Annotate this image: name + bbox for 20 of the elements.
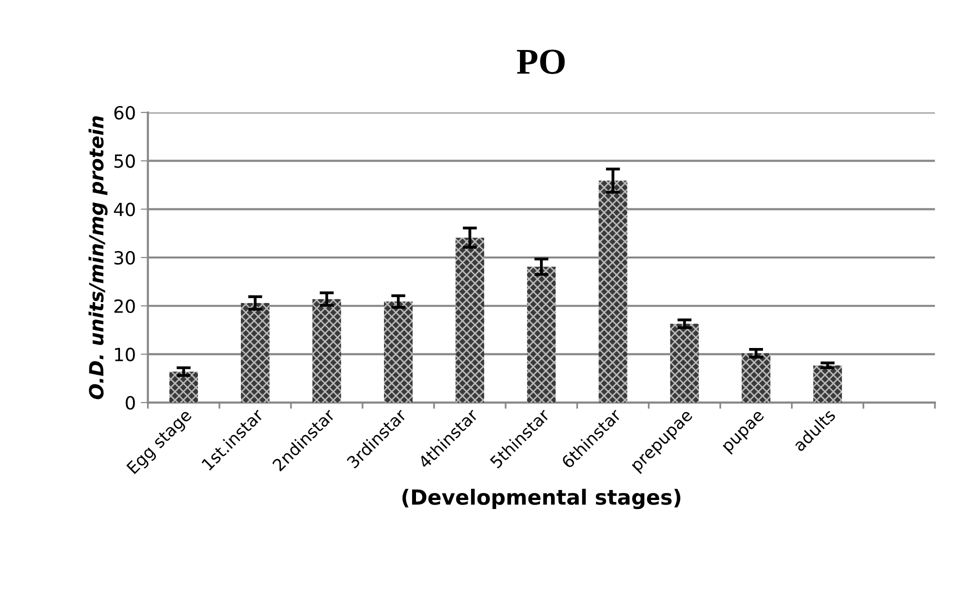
bar [813,365,842,403]
chart-title: PO [516,50,565,74]
y-tick-label: 30 [114,250,135,265]
bar [169,372,198,403]
bar [670,324,699,403]
bar [240,302,270,403]
bar [384,302,413,403]
y-tick-label: 10 [115,348,135,362]
bar [742,353,770,403]
y-tick-label: 40 [114,202,135,216]
y-tick-label: 60 [114,106,135,120]
x-axis-title: (Developmental stages) [402,488,680,510]
bar [456,238,484,403]
y-axis-title: O.D. units/min/mg protein [88,116,108,400]
y-tick-label: 50 [114,154,135,168]
bar [312,299,342,403]
y-tick-label: 20 [114,299,135,313]
y-tick-label: 0 [126,396,135,410]
bar [598,180,628,403]
bar [527,266,556,403]
